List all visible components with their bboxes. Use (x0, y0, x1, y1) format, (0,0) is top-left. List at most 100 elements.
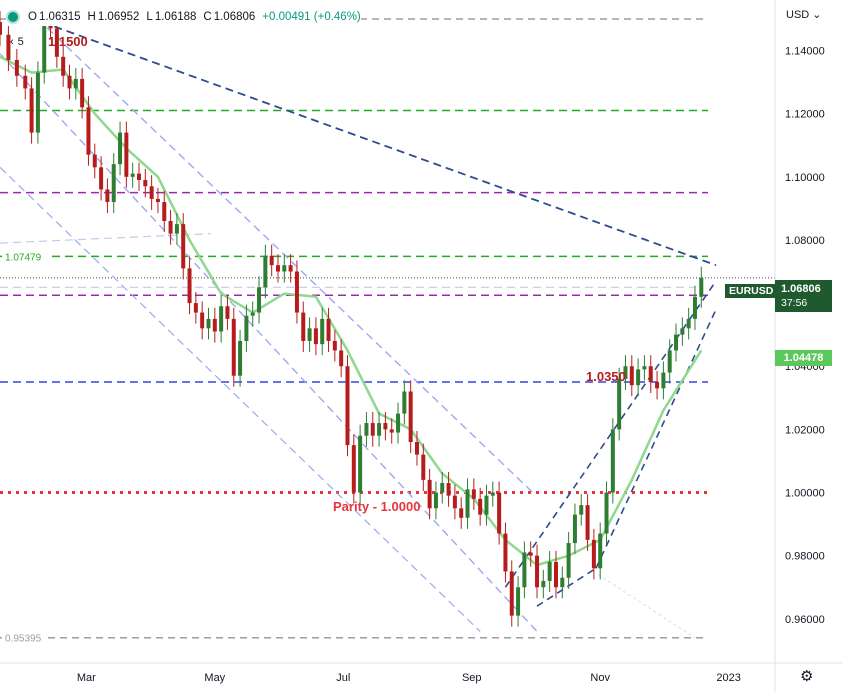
interval-selector[interactable]: ‹ 5 (10, 36, 24, 48)
candle-body (0, 22, 2, 35)
candle-body (149, 186, 154, 199)
candle-body (497, 492, 502, 534)
candle-body (396, 413, 401, 433)
level-label-bg (2, 249, 48, 264)
trend-line (0, 53, 538, 632)
gear-icon[interactable]: ⚙ (800, 668, 814, 685)
candle-body (572, 514, 577, 544)
candle-body (105, 189, 110, 203)
level-label-bg (2, 630, 48, 645)
candle-body (35, 72, 40, 133)
trend-line (536, 567, 597, 607)
currency-selector[interactable]: USD ⌄ (786, 8, 822, 22)
candle-body (598, 533, 603, 569)
y-tick-label: 1.12000 (785, 109, 825, 121)
candle-body (326, 318, 331, 341)
trend-line (41, 21, 717, 267)
candle-body (421, 454, 426, 480)
candle-body (692, 296, 697, 319)
candle-body (358, 435, 363, 493)
bar-countdown: 37:56 (781, 297, 808, 309)
candle-body (629, 366, 634, 386)
ohlc-legend: O 1.06315 H 1.06952 L 1.06188 C 1.06806 +0.0… (6, 8, 361, 26)
candle-body (446, 483, 451, 496)
candle-body (414, 442, 419, 455)
chevron-down-icon: ⌄ (812, 9, 822, 21)
candle-body (212, 318, 217, 332)
candle-body (111, 164, 116, 203)
candle-body (490, 492, 495, 496)
candle-body (610, 429, 615, 493)
level-label-1: 1.07479 (5, 252, 42, 263)
candle-body (269, 255, 274, 266)
candle-body (99, 167, 104, 190)
candle-body (522, 552, 527, 588)
candle-body (560, 577, 565, 588)
candle-body (275, 265, 280, 272)
trend-line (37, 18, 534, 494)
candle-body (661, 372, 666, 389)
candle-body (591, 539, 596, 569)
candle-body (29, 88, 34, 133)
y-tick-label: 1.08000 (785, 235, 825, 247)
candle-body (238, 340, 243, 376)
candle-body (155, 198, 160, 203)
candle-body (547, 561, 552, 581)
candle-body (465, 489, 470, 518)
candle-body (408, 391, 413, 442)
candle-body (250, 312, 255, 316)
candle-body (553, 561, 558, 588)
open-value: 1.06315 (38, 11, 81, 23)
candle-body (604, 492, 609, 534)
candle-body (80, 78, 85, 108)
candle-body (6, 34, 11, 60)
close-value: 1.06806 (213, 11, 256, 23)
ma-value-badge: 1.04478 (775, 350, 832, 366)
candle-body (61, 56, 66, 76)
candle-body (686, 318, 691, 329)
trend-line (0, 166, 481, 632)
candle-body (471, 489, 476, 499)
candle-body (541, 580, 546, 588)
candle-body (623, 366, 628, 379)
candle-body (225, 306, 230, 319)
x-tick-label: Nov (590, 672, 610, 684)
y-tick-label: 1.00000 (785, 488, 825, 500)
candle-body (231, 318, 236, 376)
candle-body (440, 483, 445, 493)
parity-label: Parity - 1.0000 (333, 499, 420, 514)
candle-body (130, 173, 135, 177)
candle-body (655, 382, 660, 389)
status-dot-icon[interactable] (6, 10, 20, 24)
candle-body (364, 423, 369, 436)
y-tick-label: 0.98000 (785, 551, 825, 563)
candle-body (313, 328, 318, 345)
candle-body (294, 271, 299, 313)
level-label-2: 0.95395 (5, 634, 42, 645)
candle-body (427, 479, 432, 509)
candle-body (674, 334, 679, 351)
trend-line (597, 574, 696, 639)
candle-body (168, 221, 173, 234)
candle-body (187, 268, 192, 304)
x-tick-label: Mar (77, 672, 96, 684)
last-price: 1.06806 (781, 283, 821, 295)
candle-body (509, 571, 514, 616)
candle-body (320, 318, 325, 345)
moving-average-line (0, 55, 703, 567)
candle-body (459, 508, 464, 518)
low-label: L (146, 11, 153, 23)
candle-body (503, 533, 508, 572)
low-value: 1.06188 (154, 11, 197, 23)
candle-body (282, 265, 287, 272)
high-label: H (87, 11, 96, 23)
y-tick-label: 0.96000 (785, 614, 825, 626)
candle-body (257, 287, 262, 313)
candle-body (351, 445, 356, 493)
candle-body (478, 498, 483, 515)
candle-body (699, 277, 704, 297)
x-tick-label: 2023 (716, 672, 740, 684)
candle-body (162, 202, 167, 221)
candle-body (42, 25, 47, 73)
